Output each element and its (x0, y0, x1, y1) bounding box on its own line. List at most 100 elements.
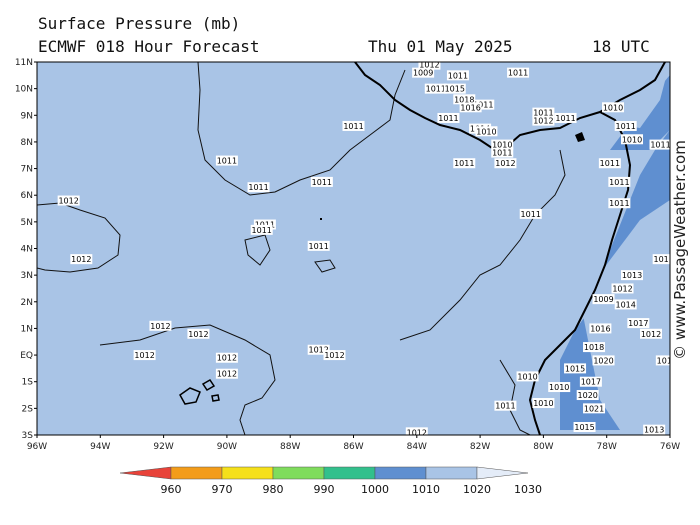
isobar-label-text: 1011 (508, 69, 528, 78)
isobar-label-box (614, 299, 637, 310)
isobar-label-box (472, 99, 495, 110)
isobar-label-text: 1009 (413, 69, 433, 78)
isobar-label-text: 1011 (650, 141, 670, 150)
isobar-label: 1012 (187, 328, 210, 339)
isobar-label-text: 1016 (590, 324, 610, 333)
forecast-date: Thu 01 May 2025 (368, 37, 513, 56)
isobar-label-box (573, 422, 596, 433)
isobar-label: 1010 (621, 134, 644, 145)
isobar-label-text: 1012 (309, 346, 329, 355)
lat-tick-label: EQ (20, 351, 33, 361)
colorbar-label: 1010 (412, 483, 440, 496)
isobar-label-box (133, 350, 156, 361)
isobar-label-text: 1011 (600, 159, 620, 168)
isobar-label-text: 1012 (134, 351, 154, 360)
isobar-label-box (446, 70, 469, 81)
colorbar-label: 990 (314, 483, 335, 496)
isobar-label: 1011 (247, 182, 270, 193)
lat-tick-label: 9N (21, 111, 33, 121)
isobar-label: 1011 (649, 139, 670, 150)
isobar-label-box (187, 328, 210, 339)
isobar-label: 1010 (548, 382, 571, 393)
isobar-label: 1018 (453, 94, 476, 105)
isobar-label-text: 1011 (609, 199, 629, 208)
isobar-label-box (491, 139, 514, 150)
isobar-label: 1011 (494, 400, 517, 411)
isobar-label-box (589, 323, 612, 334)
lat-tick-label: 6N (21, 191, 33, 201)
isobar-label-text: 1013 (622, 271, 642, 280)
isobar-label-box (649, 139, 670, 150)
lon-tick-label: 96W (27, 442, 47, 452)
lon-tick-label: 80W (533, 442, 553, 452)
isobar-label-box (621, 134, 644, 145)
isobar-label-box (592, 355, 615, 366)
lon-tick-label: 82W (470, 442, 490, 452)
colorbar-label: 1000 (361, 483, 389, 496)
colorbar-segment (119, 466, 172, 480)
isobar-label-box (307, 240, 330, 251)
isobar-label-text: 1011 (312, 178, 332, 187)
isobar-label-text: 1011 (492, 149, 512, 158)
lon-tick-label: 78W (597, 442, 617, 452)
isobar-label-text: 1018 (454, 95, 474, 104)
colorbar-label: 1030 (514, 483, 542, 496)
colorbar-segment (374, 466, 427, 480)
isobar-label: 1020 (576, 390, 599, 401)
isobar-label: 1012 (70, 254, 93, 265)
forecast-time: 18 UTC (592, 37, 650, 56)
isobar-label-text: 1012 (324, 351, 344, 360)
isobar-label-box (602, 102, 625, 113)
lon-tick-label: 88W (280, 442, 300, 452)
isobar-label-text: 1011 (426, 85, 446, 94)
isobar-label-text: 1011 (521, 210, 541, 219)
isobar-label: 1011 (310, 176, 333, 187)
isobar-label-text: 1011 (248, 183, 268, 192)
isobar-label-text: 1012 (641, 330, 661, 339)
isobar-label: 1012 (323, 350, 346, 361)
isobar-label: 1013 (621, 270, 644, 281)
isobar-label-box (453, 158, 476, 169)
isobar-label: 1021 (583, 403, 606, 414)
isobar-label-text: 1012 (58, 197, 78, 206)
isobar-label-box (443, 83, 466, 94)
isobar-label-text: 1012 (71, 255, 91, 264)
isobar-label-box (475, 126, 498, 137)
isobar-label: 1011 (507, 67, 530, 78)
isobar-label: 1011 (446, 70, 469, 81)
isobar-label-box (516, 371, 539, 382)
isobar-label-text: 1011 (609, 178, 629, 187)
isobar-label-text: 1011 (217, 157, 237, 166)
isobar-label: 1012 (133, 350, 156, 361)
lon-tick-label: 76W (660, 442, 680, 452)
lon-tick-label: 94W (90, 442, 110, 452)
isobar-label-box (554, 112, 577, 123)
isobar-label-box (418, 62, 441, 70)
isobar-label-box (532, 107, 555, 118)
lat-tick-label: 3S (22, 431, 34, 441)
isobar-label-text: 1012 (150, 322, 170, 331)
watermark: © www.PassageWeather.com (671, 140, 689, 360)
isobar-label-box (614, 120, 637, 131)
lat-tick-label: 1S (22, 378, 34, 388)
isobar-label-text: 1011 (495, 402, 515, 411)
isobar-label-box (655, 355, 670, 366)
colorbar-segment (221, 466, 274, 480)
isobar-label-text: 1011 (473, 101, 493, 110)
isobar-label-text: 1013 (644, 426, 664, 435)
isobar-label: 1012 (215, 352, 238, 363)
isobar-label-text: 1009 (593, 295, 613, 304)
isobar-label: 1018 (583, 342, 606, 353)
isobar-label-box (494, 400, 517, 411)
isobar-label: 1010 (491, 139, 514, 150)
isobar-label: 1011 (614, 120, 637, 131)
isobar-labels: 1012101210111011101110111011101110111011… (57, 62, 670, 435)
isobar-label: 1010 (532, 398, 555, 409)
isobar-label: 1012 (149, 320, 172, 331)
isobar-label-box (583, 342, 606, 353)
map-area: 1012101210111011101110111011101110111011… (37, 62, 670, 435)
isobar-label: 1011 (424, 83, 447, 94)
isobar-label-box (459, 102, 482, 113)
colorbar-segment (425, 466, 478, 480)
